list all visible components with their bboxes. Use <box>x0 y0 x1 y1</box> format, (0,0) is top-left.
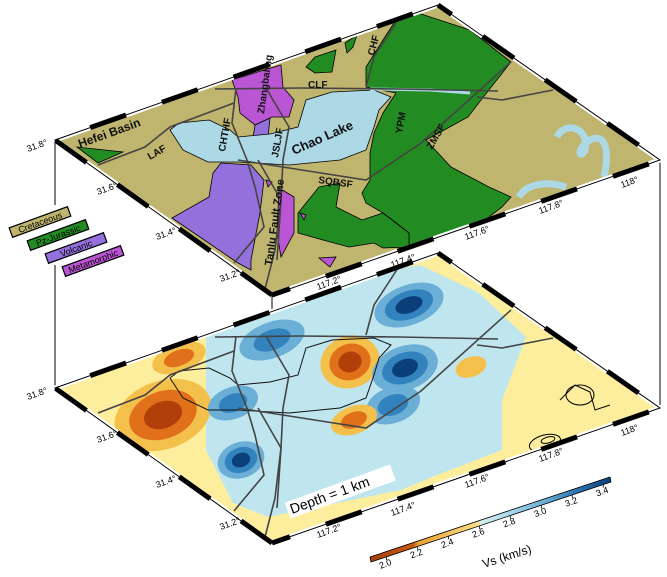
colorbar-tick-label: 2.4 <box>440 536 455 550</box>
label-chf: CHF <box>366 34 382 57</box>
lon-tick-label: 118° <box>619 422 640 438</box>
lat-tick-label: 31.2° <box>218 515 242 532</box>
label-clf: CLF <box>308 80 327 91</box>
lat-tick-label: 31.2° <box>218 267 242 284</box>
velocity-anomaly <box>377 394 409 416</box>
velocity-anomaly <box>253 328 291 352</box>
lon-tick-label: 118° <box>619 174 640 190</box>
label-jsljf: JSLJF <box>270 127 286 158</box>
lat-tick-label: 31.8° <box>25 385 49 402</box>
velocity-anomaly <box>395 296 423 314</box>
geology-map: Hefei Basin LAF CHTHF Zhangbaling JSLJF … <box>49 2 666 298</box>
lat-tick-label: 31.4° <box>154 473 178 490</box>
lat-tick-label: 31.6° <box>95 428 119 445</box>
colorbar-tick-label: 3.4 <box>595 485 610 499</box>
colorbar-tick-label: 3.0 <box>533 505 548 519</box>
label-sqbsf: SQBSF <box>318 175 354 191</box>
legend-swatch <box>26 218 90 252</box>
velocity-anomaly <box>338 351 362 373</box>
lat-tick-label: 31.6° <box>95 180 119 197</box>
colorbar-tick-label: 2.6 <box>471 526 486 540</box>
colorbar-tick-label: 3.2 <box>564 495 579 509</box>
velocity-anomaly <box>143 400 183 430</box>
legend-label: Volcanic <box>59 238 94 259</box>
velocity-anomaly <box>231 452 251 468</box>
legend-swatch <box>44 231 108 265</box>
volcanic-regions <box>171 117 271 271</box>
colorbar-label: Vs (km/s) <box>481 542 534 571</box>
frame-bottom <box>49 250 666 546</box>
lat-tick-label: 31.4° <box>154 225 178 242</box>
velocity-anomaly <box>455 356 487 378</box>
velocity-anomaly <box>392 358 418 378</box>
legend-swatch <box>61 244 125 278</box>
colorbar-tick-label: 2.0 <box>378 557 393 571</box>
frame-top <box>49 2 666 298</box>
colorbar-tick-label: 2.8 <box>502 516 517 530</box>
small-lakes <box>515 124 610 199</box>
lat-tick-label: 31.8° <box>25 137 49 154</box>
colorbar: 2.0 2.2 2.4 2.6 2.8 3.0 3.2 3.4 Vs (km/s) <box>369 476 612 571</box>
velocity-anomaly <box>163 348 195 368</box>
legend-swatch <box>8 205 72 239</box>
colorbar-tick-label: 2.2 <box>409 547 424 561</box>
velocity-map: Depth = 1 km <box>49 250 666 546</box>
label-ypm: YPM <box>394 111 409 134</box>
